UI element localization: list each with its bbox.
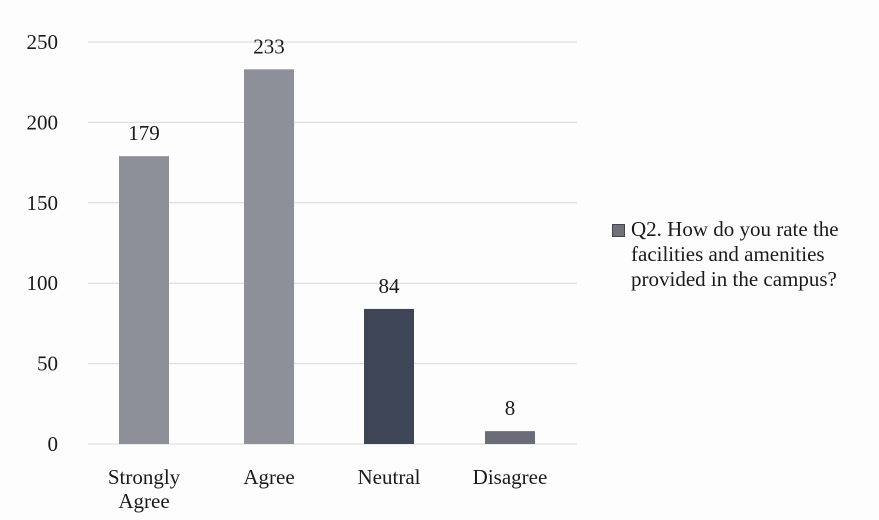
x-tick-label-line: Agree [243, 465, 294, 489]
data-label: 179 [128, 121, 160, 145]
y-tick-label: 0 [48, 432, 59, 456]
data-label: 84 [379, 274, 401, 298]
bar-disagree [485, 431, 535, 444]
legend-label: Q2. How do you rate the facilities and a… [631, 217, 839, 291]
x-tick-label: Neutral [358, 465, 421, 489]
y-tick-label: 100 [27, 271, 59, 295]
legend: Q2. How do you rate the facilities and a… [612, 217, 874, 292]
y-tick-label: 150 [27, 191, 59, 215]
x-tick-label-line: Neutral [358, 465, 421, 489]
bar-neutral [364, 308, 414, 444]
x-tick-label: Disagree [473, 465, 548, 489]
bar-agree [244, 69, 294, 444]
data-label: 233 [253, 34, 285, 58]
y-tick-label: 200 [27, 110, 59, 134]
x-tick-label: Strongly Agree [108, 465, 181, 513]
bar-strongly-agree [119, 156, 169, 444]
y-tick-label: 250 [27, 30, 59, 54]
x-tick-label: Agree [243, 465, 294, 489]
data-label: 8 [505, 396, 516, 420]
x-tick-label-line: Agree [118, 489, 169, 513]
x-tick-label-line: Disagree [473, 465, 548, 489]
y-tick-label: 50 [37, 352, 58, 376]
legend-swatch [612, 224, 625, 237]
x-tick-label-line: Strongly [108, 465, 181, 489]
